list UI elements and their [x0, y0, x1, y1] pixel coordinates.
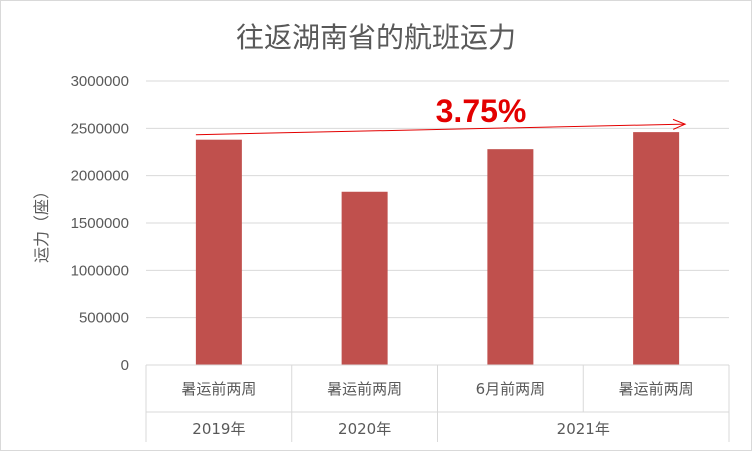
trend-arrowhead: [672, 118, 687, 130]
bar: [633, 132, 680, 365]
x-group-label: 2020年: [338, 420, 391, 438]
bar: [341, 191, 388, 365]
y-tick-label: 1000000: [71, 262, 129, 279]
trend-arrow: [195, 118, 687, 136]
chart-title: 往返湖南省的航班运力: [236, 21, 516, 54]
y-tick-label: 3000000: [71, 73, 129, 90]
x-group-label: 2019年: [192, 420, 245, 438]
bars: [195, 132, 680, 365]
x-tick-label: 6月前两周: [476, 380, 546, 398]
y-tick-label: 1500000: [71, 215, 129, 232]
y-tick-label: 2500000: [71, 120, 129, 137]
y-axis-ticks: 0 500000 1000000 1500000 2000000 2500000 30000…: [71, 73, 129, 374]
x-axis: 暑运前两周 暑运前两周 6月前两周 暑运前两周 2019年 2020年 2021年: [145, 364, 730, 442]
x-group-label: 2021年: [557, 420, 610, 438]
y-tick-label: 500000: [79, 310, 129, 327]
bar: [487, 149, 534, 365]
y-tick-label: 0: [121, 357, 129, 374]
bar: [195, 139, 242, 365]
x-tick-label: 暑运前两周: [327, 380, 402, 398]
trend-line: [195, 123, 686, 136]
x-tick-label: 暑运前两周: [181, 380, 256, 398]
y-axis-label: 运力（座）: [32, 183, 51, 263]
x-tick-label: 暑运前两周: [619, 380, 694, 398]
gridlines: [146, 80, 729, 319]
growth-annotation: 3.75%: [436, 93, 527, 129]
y-tick-label: 2000000: [71, 168, 129, 185]
